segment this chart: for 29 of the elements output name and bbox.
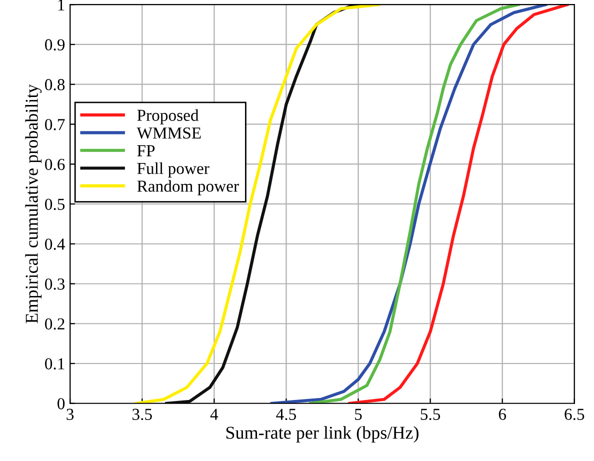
legend-label: FP	[137, 145, 155, 156]
x-tick-label: 3	[66, 408, 74, 420]
line-series	[309, 4, 520, 404]
y-tick-label: 0.7	[45, 118, 65, 130]
y-tick-label: 0.8	[45, 79, 65, 90]
y-axis-title: Empirical cumulative probability	[25, 84, 42, 324]
y-tick-label: 0.5	[45, 198, 65, 210]
x-tick-label: 3.5	[132, 408, 152, 420]
line-series	[134, 4, 380, 404]
legend-label: Random power	[137, 180, 239, 196]
x-axis-title: Sum-rate per link (bps/Hz)	[226, 426, 418, 443]
y-tick-label: 0.1	[45, 358, 64, 370]
legend-label: Proposed	[137, 109, 199, 124]
line-series	[270, 4, 548, 404]
legend-label: Full power	[137, 162, 210, 178]
y-tick-label: 0.2	[45, 318, 64, 330]
x-tick-label: 6.5	[564, 408, 584, 420]
x-tick-label: 4	[210, 408, 218, 420]
x-tick-label: 5	[355, 408, 362, 420]
x-tick-label: 6	[498, 408, 506, 420]
x-tick-label: 4.5	[276, 408, 296, 420]
y-tick-label: 0	[58, 398, 65, 410]
y-tick-label: 0.6	[45, 158, 65, 170]
legend-label: WMMSE	[136, 127, 201, 139]
y-tick-label: 0.3	[45, 278, 65, 290]
y-tick-label: 0.9	[45, 39, 65, 51]
x-tick-label: 5.5	[420, 408, 440, 420]
y-tick-label: 0.4	[45, 238, 65, 250]
line-series	[348, 4, 569, 404]
